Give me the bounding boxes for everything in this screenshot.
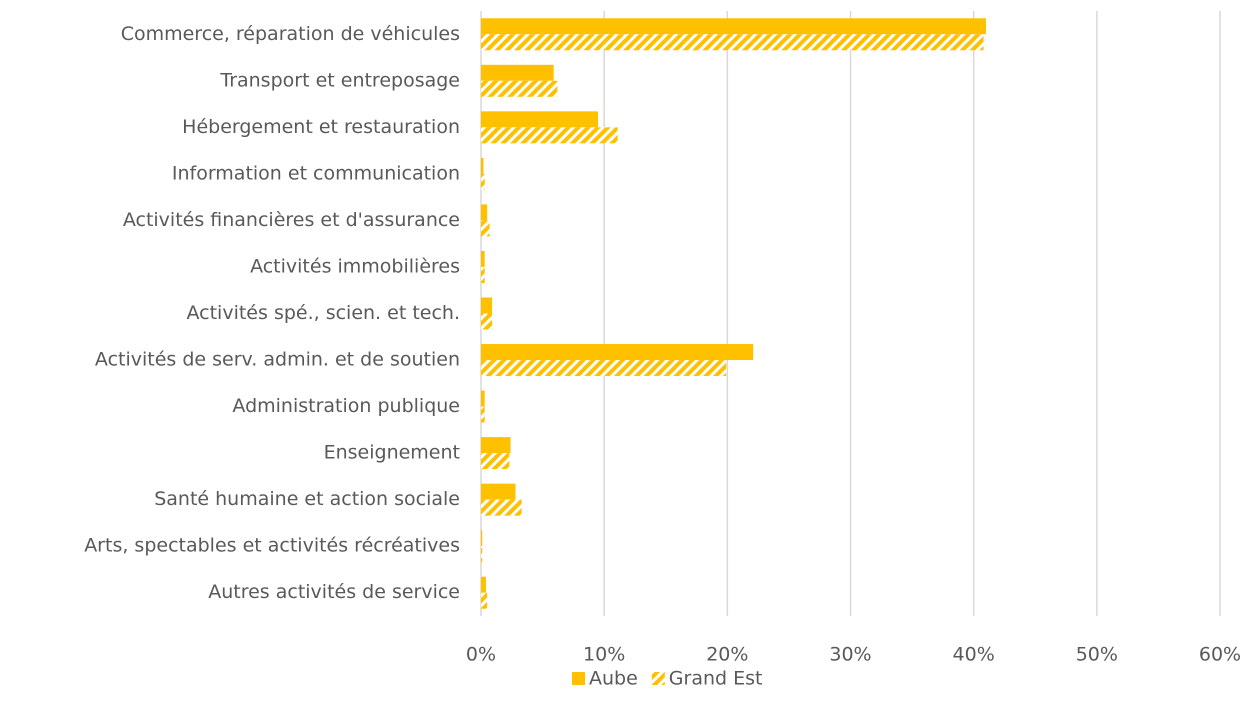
bar [481, 576, 486, 593]
bar [481, 360, 727, 377]
bar [481, 297, 493, 314]
y-tick-label: Autres activités de service [208, 581, 460, 603]
bar [481, 313, 493, 330]
y-tick-label: Administration publique [232, 395, 460, 417]
y-tick-label: Hébergement et restauration [182, 116, 460, 138]
y-tick-label: Enseignement [324, 442, 460, 464]
bar [481, 204, 488, 221]
y-tick-label: Activités spé., scien. et tech. [187, 302, 461, 324]
bar [481, 80, 558, 97]
bar [481, 499, 522, 516]
bar [481, 437, 511, 454]
bar [481, 220, 490, 237]
bar [481, 173, 485, 190]
x-tick-label: 50% [1076, 644, 1118, 666]
bar [481, 250, 485, 267]
x-tick-label: 0% [466, 644, 496, 666]
legend-swatch [572, 672, 585, 685]
x-tick-label: 60% [1199, 644, 1241, 666]
bar [481, 157, 484, 174]
y-tick-label: Activités de serv. admin. et de soutien [95, 349, 460, 371]
x-tick-label: 20% [706, 644, 748, 666]
legend-label: Aube [589, 668, 638, 690]
x-tick-label: 30% [829, 644, 871, 666]
bar [481, 483, 516, 500]
x-tick-label: 10% [583, 644, 625, 666]
y-tick-label: Commerce, réparation de véhicules [121, 23, 460, 45]
bar [481, 406, 485, 423]
bar [481, 111, 599, 128]
y-tick-label: Activités immobilières [250, 255, 460, 277]
bar [481, 530, 483, 547]
bar [481, 18, 986, 35]
bar [481, 64, 554, 81]
bar [481, 344, 754, 361]
bar [481, 546, 483, 563]
bar [481, 34, 984, 51]
y-tick-label: Activités financières et d'assurance [123, 209, 460, 231]
y-tick-label: Arts, spectables et activités récréative… [84, 535, 460, 557]
bar [481, 127, 618, 144]
bar [481, 266, 485, 283]
bar [481, 453, 510, 470]
x-tick-label: 40% [953, 644, 995, 666]
legend-label: Grand Est [669, 668, 763, 690]
y-tick-label: Information et communication [172, 162, 460, 184]
bar [481, 592, 488, 609]
legend-swatch [651, 672, 665, 685]
y-tick-label: Transport et entreposage [219, 69, 460, 91]
bar [481, 390, 485, 407]
y-tick-label: Santé humaine et action sociale [154, 488, 460, 510]
